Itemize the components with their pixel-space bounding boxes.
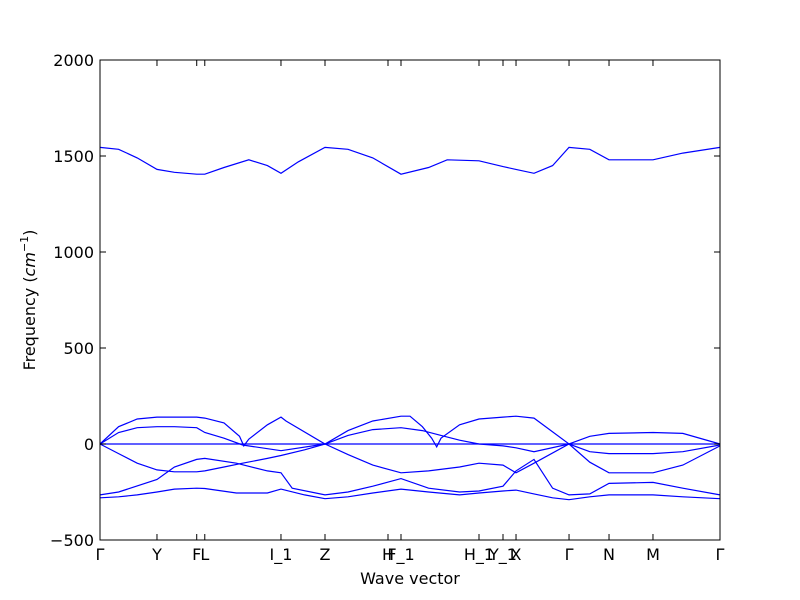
- x-tick-label: H: [382, 545, 394, 564]
- y-axis-label: Frequency (cm−1): [18, 230, 39, 371]
- band-line-5: [99, 415, 721, 449]
- x-tick-label: N: [603, 545, 615, 564]
- x-tick-label: H_1: [464, 545, 494, 565]
- x-tick-label: Γ: [716, 545, 725, 564]
- x-tick-label: Y: [151, 545, 162, 564]
- x-tick-label: M: [646, 545, 660, 564]
- y-tick-label: 1000: [53, 243, 94, 262]
- band-line-2: [99, 457, 721, 496]
- y-axis-label-exponent: −1: [18, 236, 31, 252]
- x-tick-label: F: [192, 545, 201, 564]
- x-tick-label: Γ: [96, 545, 105, 564]
- x-tick-label: Y_1: [488, 545, 517, 565]
- x-tick-label: Γ: [565, 545, 574, 564]
- y-tick-label: 0: [84, 435, 94, 454]
- band-line-7: [99, 146, 721, 175]
- y-axis-label-suffix: ): [20, 230, 39, 236]
- y-tick-label: 2000: [53, 51, 94, 70]
- y-tick-label: 500: [63, 339, 94, 358]
- x-tick-label: X: [511, 545, 522, 564]
- y-tick-label: −500: [50, 531, 94, 550]
- x-axis-label: Wave vector: [360, 569, 460, 588]
- y-axis-label-unit: cm: [20, 252, 39, 276]
- y-tick-label: 1500: [53, 147, 94, 166]
- plot-area-background: [100, 60, 720, 540]
- x-axis-ticks: Γ Y FL I_1 Z HF_1 H_1Y_1X Γ N M Γ: [96, 60, 725, 565]
- x-tick-label: I_1: [270, 545, 293, 565]
- y-axis-label-prefix: Frequency (: [20, 276, 39, 370]
- x-tick-label: L: [200, 545, 209, 564]
- band-line-3: [99, 443, 721, 474]
- band-line-4: [99, 426, 721, 455]
- x-tick-label: Z: [320, 545, 331, 564]
- plot-frame: [99, 59, 721, 541]
- band-line-1: [99, 487, 721, 501]
- x-tick-label: F_1: [387, 545, 414, 565]
- y-axis-ticks: −500 0 500 1000 1500 2000: [50, 51, 720, 550]
